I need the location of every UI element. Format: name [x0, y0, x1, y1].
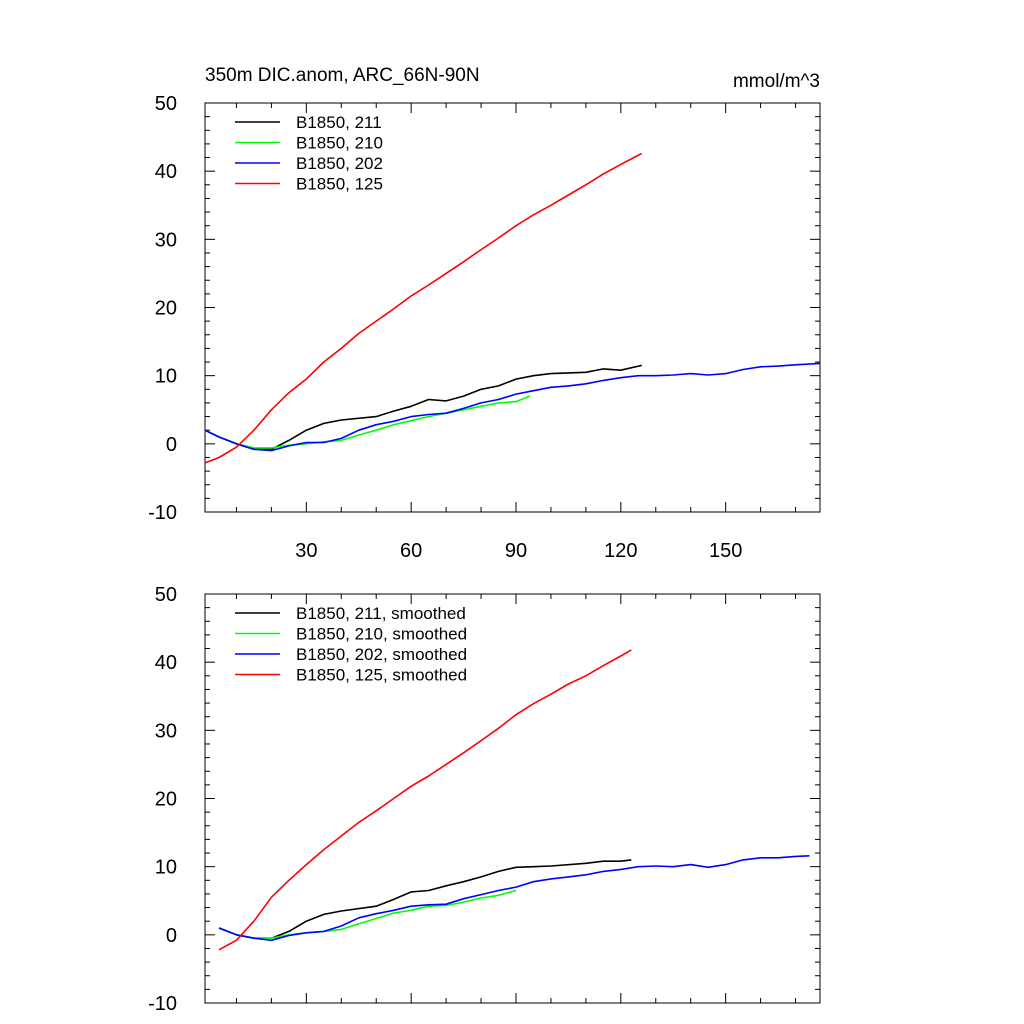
- legend-label: B1850, 211, smoothed: [296, 604, 466, 623]
- chart-title: 350m DIC.anom, ARC_66N-90N: [205, 65, 480, 86]
- x-tick-label: 150: [709, 540, 742, 562]
- y-tick-label: 20: [155, 298, 177, 320]
- series-line: [204, 152, 643, 464]
- y-tick-label: 50: [155, 584, 177, 606]
- legend-label: B1850, 211: [296, 113, 382, 132]
- legend-label: B1850, 125: [296, 175, 383, 194]
- series-line: [204, 364, 642, 451]
- y-tick-label: -10: [148, 502, 177, 524]
- legend-label: B1850, 210: [296, 134, 383, 153]
- y-tick-label: 40: [155, 652, 177, 674]
- y-tick-label: -10: [148, 993, 177, 1015]
- units-label: mmol/m^3: [733, 71, 820, 92]
- legend-label: B1850, 202, smoothed: [296, 645, 467, 664]
- legend-label: B1850, 210, smoothed: [296, 625, 467, 644]
- y-tick-label: 50: [155, 93, 177, 115]
- x-tick-label: 120: [604, 540, 637, 562]
- series-line: [218, 889, 517, 939]
- y-tick-label: 0: [166, 925, 177, 947]
- y-tick-label: 30: [155, 720, 177, 742]
- legend-label: B1850, 125, smoothed: [296, 666, 467, 685]
- series-line: [204, 395, 531, 449]
- x-tick-label: 90: [505, 540, 527, 562]
- series-line: [218, 859, 632, 939]
- y-tick-label: 10: [155, 366, 177, 388]
- y-tick-label: 30: [155, 229, 177, 251]
- y-tick-label: 0: [166, 434, 177, 456]
- y-tick-label: 20: [155, 789, 177, 811]
- series-line: [204, 362, 821, 452]
- series-line: [218, 855, 810, 942]
- y-tick-label: 10: [155, 857, 177, 879]
- top-panel: 350m DIC.anom, ARC_66N-90N mmol/m^3 -10 0…: [148, 65, 821, 562]
- bottom-panel: -10 0 10 20 30 40 50 B1850, 211, smoothed B1850,…: [148, 584, 821, 1015]
- series-line: [218, 649, 632, 951]
- y-tick-label: 40: [155, 161, 177, 183]
- legend-label: B1850, 202: [296, 154, 383, 173]
- x-tick-label: 60: [400, 540, 422, 562]
- x-tick-label: 30: [295, 540, 317, 562]
